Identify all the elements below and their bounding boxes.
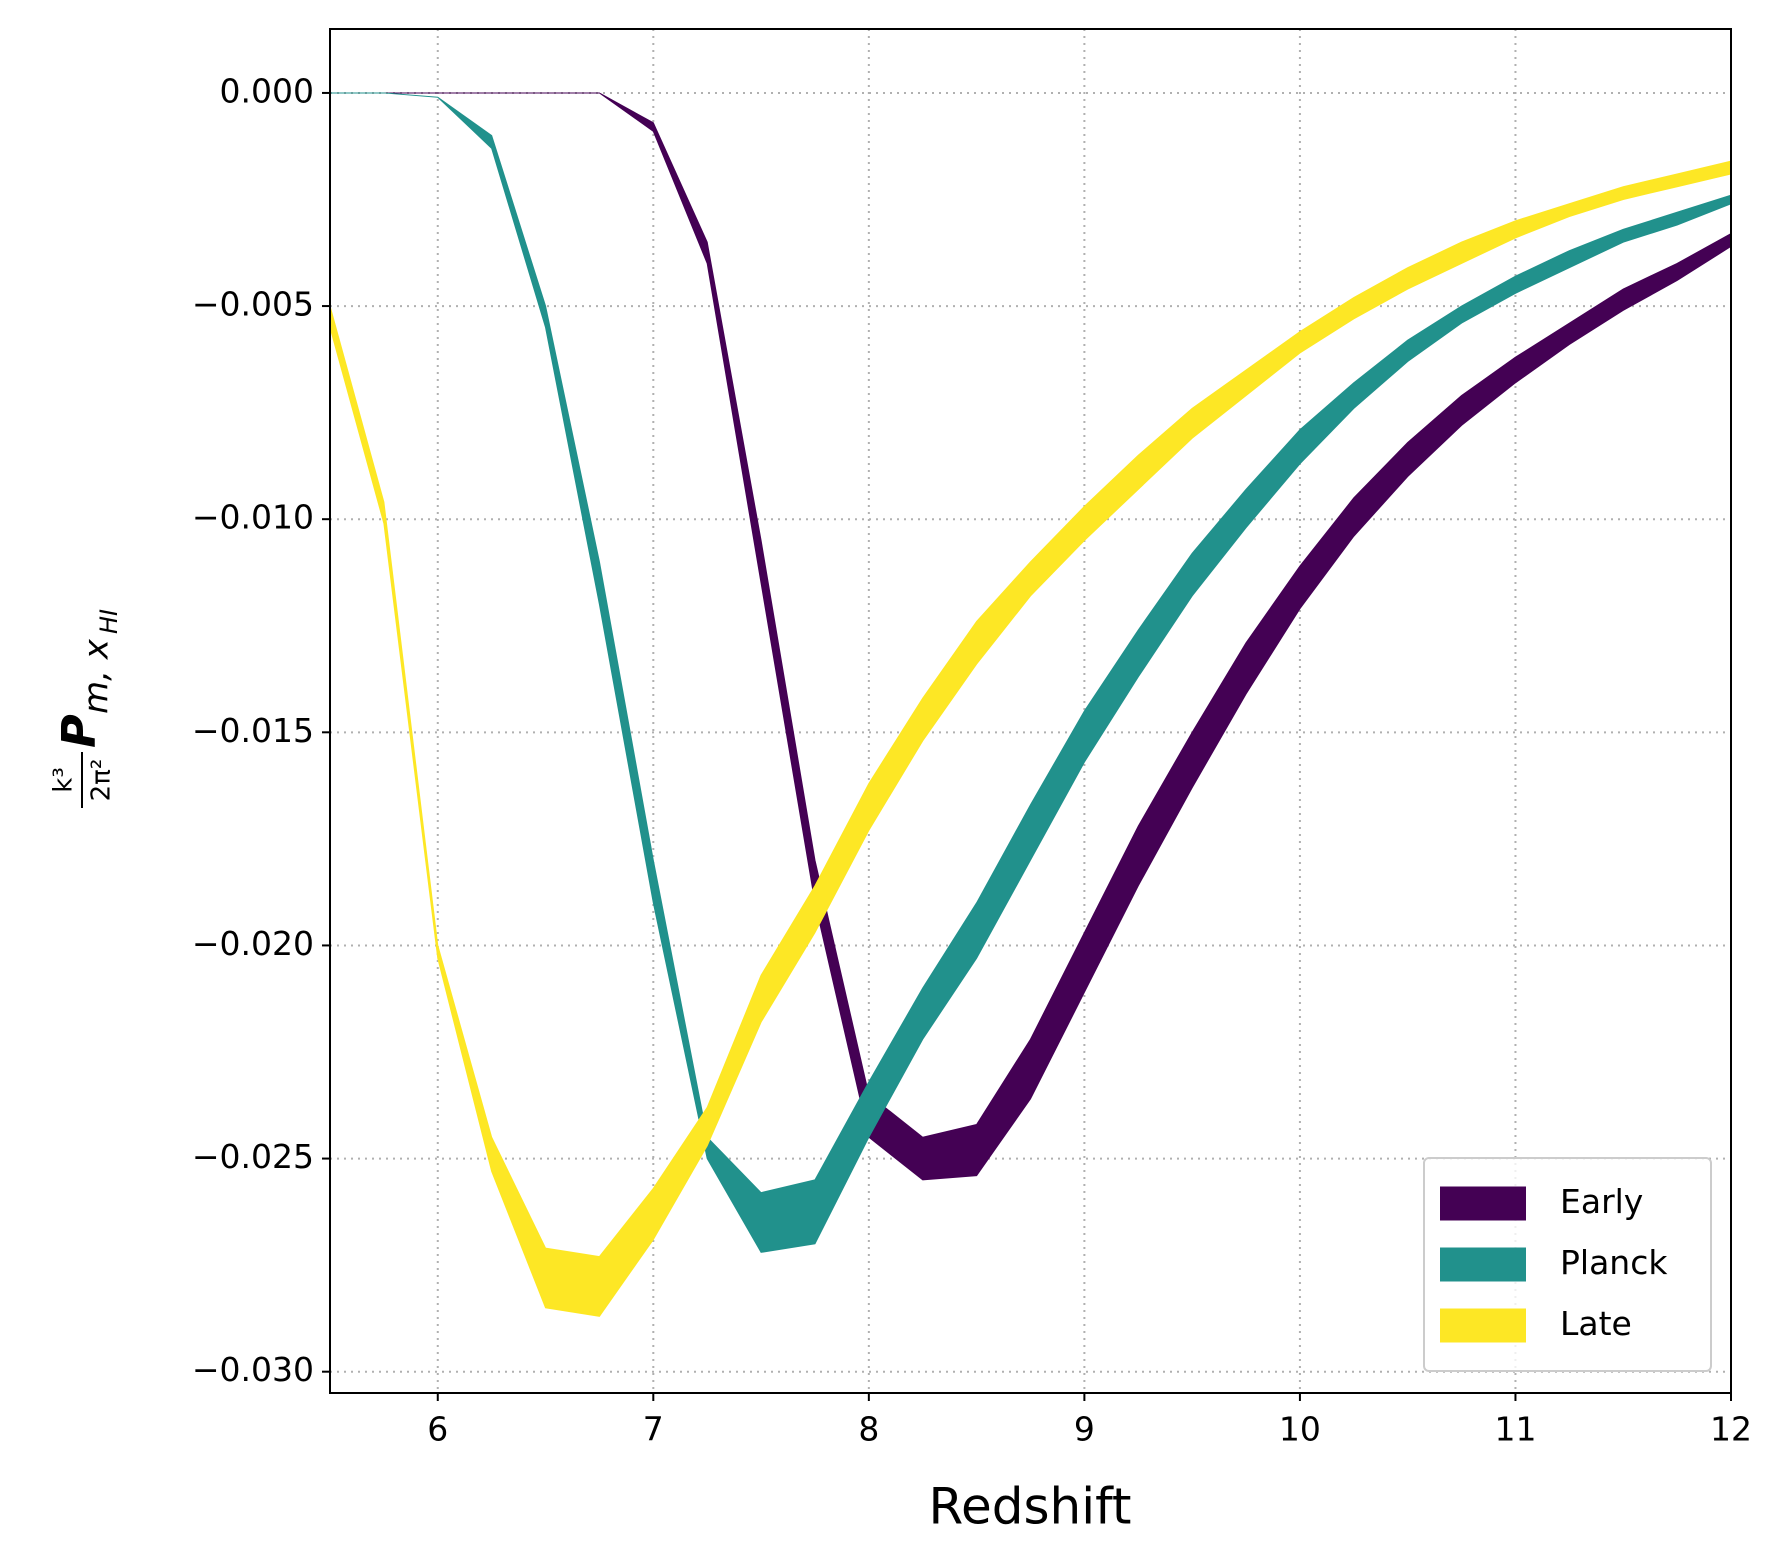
y-label-numerator: k³	[49, 767, 79, 792]
y-tick-label: −0.025	[192, 1137, 314, 1176]
band	[329, 160, 1732, 1317]
y-label-symbol: P	[52, 714, 106, 748]
y-label-denominator: 2π²	[87, 759, 117, 802]
x-tick-label: 7	[643, 1410, 664, 1449]
y-tick-label: −0.015	[192, 711, 314, 750]
x-tick-label: 12	[1710, 1410, 1752, 1449]
legend-label: Early	[1560, 1182, 1643, 1221]
x-tick-label: 8	[858, 1410, 879, 1449]
x-tick-label: 10	[1279, 1410, 1321, 1449]
x-tick-label: 6	[427, 1410, 448, 1449]
x-axis-label: Redshift	[929, 1478, 1132, 1536]
legend-swatch	[1440, 1186, 1526, 1221]
plot-frame	[329, 28, 1732, 1394]
legend-label: Late	[1560, 1304, 1632, 1343]
legend-swatch	[1440, 1308, 1526, 1343]
y-label-subsubscript: HI	[95, 609, 123, 634]
legend-label: Planck	[1560, 1243, 1668, 1282]
band	[330, 92, 1732, 1181]
x-tick-label: 9	[1074, 1410, 1095, 1449]
x-tick-label: 11	[1494, 1410, 1536, 1449]
y-tick-label: −0.010	[192, 498, 314, 537]
y-label-subscript: m, x	[77, 638, 117, 714]
y-tick-label: −0.030	[192, 1350, 314, 1389]
y-tick-label: −0.020	[192, 924, 314, 963]
y-tick-label: −0.005	[192, 285, 314, 324]
legend-swatch	[1440, 1247, 1526, 1282]
y-axis-label: k³ 2π² P m, x HI	[49, 609, 123, 808]
y-tick-label: 0.000	[220, 71, 314, 110]
legend: Early Planck Late	[1423, 1157, 1712, 1372]
